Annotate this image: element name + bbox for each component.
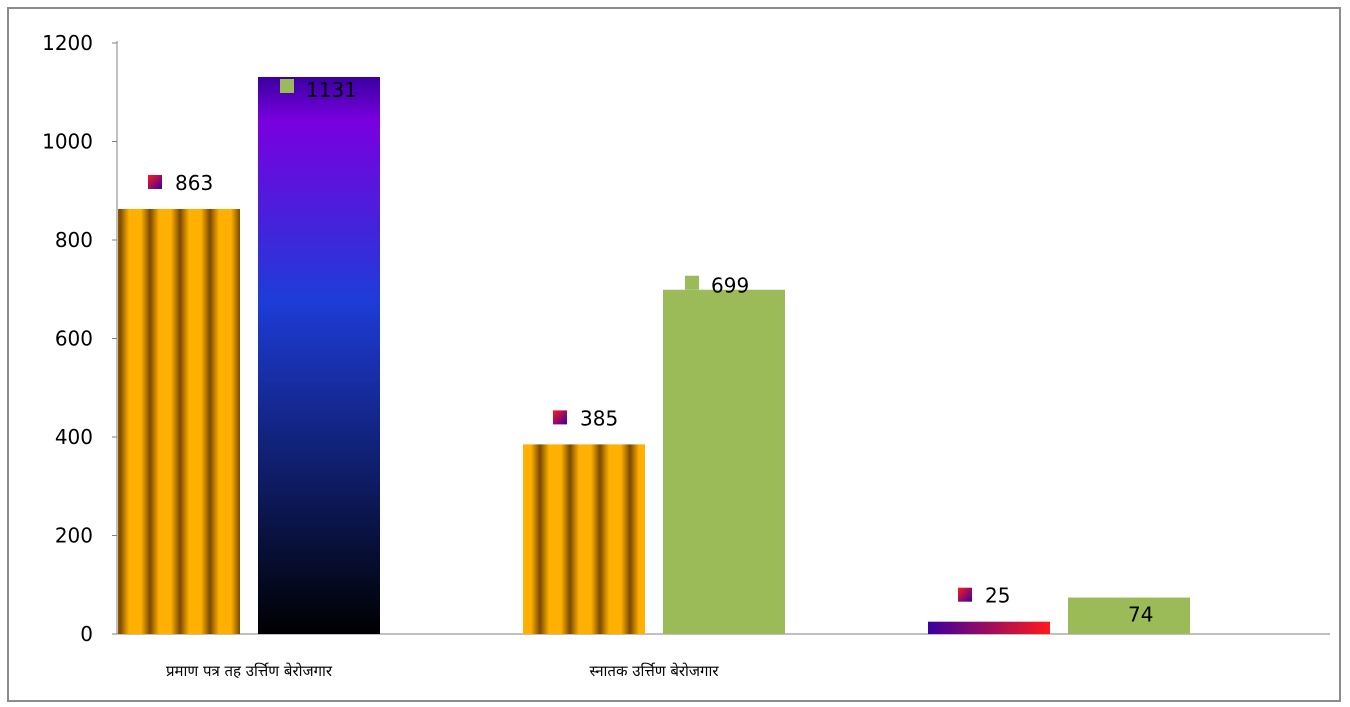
data-label-series1-cat2: 385: [580, 406, 618, 430]
y-tick-label: 600: [55, 327, 93, 351]
bar-series2-cat3: [1068, 597, 1190, 634]
data-label-series1-cat1: 863: [175, 171, 213, 195]
bar-series1-cat3: [928, 621, 1050, 634]
bar-series1-cat2: [523, 444, 645, 634]
category-label-2: स्नातक उर्त्तिण बेरोजगार: [589, 662, 719, 680]
data-label-series2-cat3: 74: [1128, 603, 1153, 627]
data-label-marker: [958, 587, 972, 602]
y-tick-label: 1000: [42, 130, 93, 154]
data-label-series2-cat2: 699: [711, 274, 749, 298]
data-label-marker: [553, 410, 567, 425]
y-tick-label: 0: [80, 622, 93, 646]
data-label-marker: [685, 275, 699, 290]
category-label-1: प्रमाण पत्र तह उर्त्तिण बेरोजगार: [166, 662, 333, 680]
data-label-marker: [148, 174, 162, 189]
data-label-series1-cat3: 25: [985, 584, 1010, 608]
data-label-marker: [280, 78, 294, 93]
y-tick-label: 200: [55, 524, 93, 548]
data-label-series2-cat1: 1131: [306, 78, 357, 102]
bar-series1-cat1: [118, 208, 240, 634]
y-tick-label: 800: [55, 228, 93, 252]
bar-series2-cat1: [258, 76, 380, 635]
y-tick-label: 1200: [42, 31, 93, 55]
y-tick-label: 400: [55, 425, 93, 449]
bar-series2-cat2: [663, 289, 785, 634]
